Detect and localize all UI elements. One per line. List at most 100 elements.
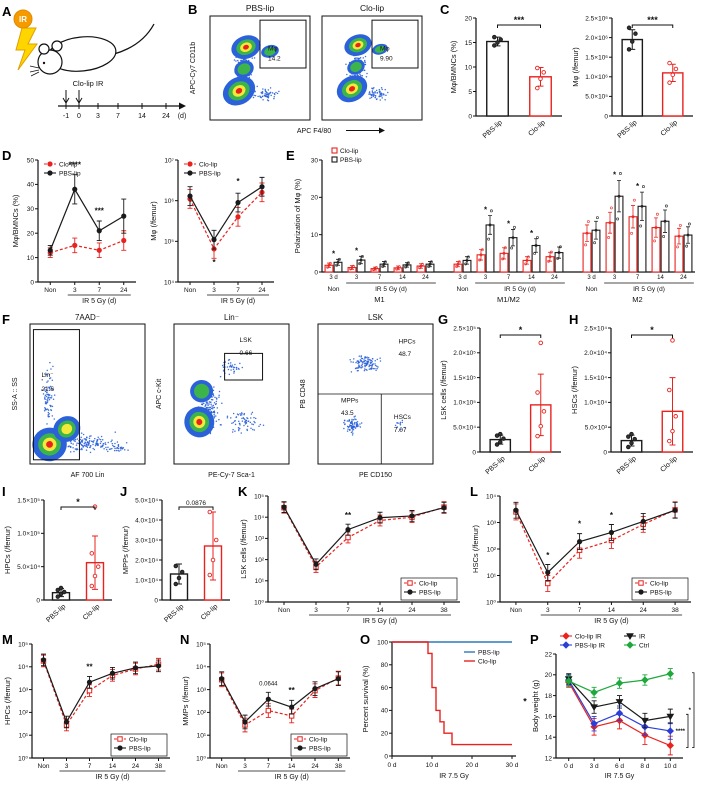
panel-p: P 12 14 16 18 20 22 Body weight (g) 0 d 3 d 6 d 8 … (530, 630, 701, 786)
svg-text:5.0×10³: 5.0×10³ (585, 425, 608, 432)
svg-text:HSCs (/femur): HSCs (/femur) (471, 525, 480, 573)
panel-m: M 10⁰ 10¹ 10² 10³ 10⁴ 10⁵ HPCs (/femur) Non 3 7 14… (2, 630, 180, 786)
svg-text:30: 30 (27, 206, 35, 213)
svg-text:3.0×10⁴: 3.0×10⁴ (135, 537, 158, 544)
svg-text:3: 3 (73, 287, 77, 294)
svg-text:10³: 10³ (487, 520, 497, 527)
svg-text:14: 14 (608, 607, 616, 614)
svg-text:Non: Non (216, 763, 228, 770)
svg-text:HSCs (/femur): HSCs (/femur) (570, 366, 579, 414)
svg-text:***: *** (647, 15, 658, 25)
svg-text:24: 24 (258, 287, 266, 294)
svg-text:7: 7 (636, 275, 640, 281)
svg-text:10³: 10³ (19, 687, 29, 694)
panel-e: E 0 10 20 30 Polarization of Mφ (%) * 3 d * 3 7 14… (286, 146, 701, 310)
panel-o: O 0 20 40 60 80 100 0 d 10 d 20 d 30 d Percent sur… (360, 630, 530, 786)
svg-text:1.0×10⁴: 1.0×10⁴ (584, 400, 607, 407)
svg-text:1.0×10⁴: 1.0×10⁴ (135, 577, 158, 584)
svg-text:14: 14 (657, 275, 664, 281)
line-chart-macrophage-percent-timecourse: 0 10 20 30 40 50 Mφ/BMNCs (%) Non 3 7 24 IR 5 Gy (d… (11, 157, 136, 305)
svg-text:PE-Cy-7 Sca-1: PE-Cy-7 Sca-1 (208, 472, 255, 479)
panel-g-label: G (438, 312, 449, 327)
svg-text:3 d: 3 d (329, 275, 337, 281)
svg-text:10²: 10² (197, 710, 207, 717)
line-chart-mmps: 10⁰ 10¹ 10² 10³ 10⁴ 10⁵ MMPs (/femur) Non 3 7 14 24… (181, 641, 350, 781)
svg-text:10²: 10² (19, 710, 29, 717)
svg-text:20: 20 (545, 672, 553, 679)
svg-text:10⁵: 10⁵ (254, 493, 264, 500)
panel-o-label: O (360, 632, 371, 647)
svg-text:Non: Non (457, 286, 469, 293)
svg-text:*: * (76, 497, 80, 507)
svg-text:PBS-lip IR: PBS-lip IR (575, 643, 605, 650)
svg-text:Body weight (g): Body weight (g) (531, 679, 540, 732)
svg-text:3: 3 (546, 607, 550, 614)
panel-f-label: F (2, 312, 10, 327)
svg-text:Lin⁻: Lin⁻ (224, 313, 239, 322)
line-chart-hscs: 10⁰ 10¹ 10² 10³ 10⁴ HSCs (/femur) Non 3 7 14 24 38 I… (471, 493, 691, 625)
svg-text:10³: 10³ (255, 536, 265, 543)
svg-text:10⁰: 10⁰ (18, 755, 28, 762)
svg-text:IR 5 Gy (d): IR 5 Gy (d) (221, 298, 255, 305)
svg-text:10⁴: 10⁴ (254, 515, 264, 522)
svg-text:*: * (610, 511, 614, 520)
svg-text:0.66: 0.66 (240, 350, 253, 357)
svg-text:PBS-lip: PBS-lip (616, 455, 638, 476)
svg-text:0 d: 0 d (387, 762, 396, 769)
panel-i-label: I (2, 484, 6, 499)
bar-chart-mpps: 0 1.0×10⁴ 2.0×10⁴ 3.0×10⁴ 4.0×10⁴ 5.0×10⁴ MPPs… (121, 497, 230, 624)
svg-text:Non: Non (38, 763, 50, 770)
svg-text:7: 7 (578, 607, 582, 614)
svg-text:30 d: 30 d (506, 762, 519, 769)
svg-text:**: ** (289, 686, 296, 695)
svg-text:2.0×10⁵: 2.0×10⁵ (453, 350, 476, 357)
svg-text:10⁴: 10⁴ (486, 493, 496, 500)
svg-text:3: 3 (613, 275, 617, 281)
svg-text:Non: Non (44, 287, 56, 294)
svg-text:18: 18 (545, 693, 553, 700)
svg-text:10²: 10² (487, 546, 497, 553)
svg-text:10⁰: 10⁰ (486, 599, 496, 606)
experiment-schematic: IR Clo-lip IR -1 0 3 7 14 24 (d) (13, 9, 186, 120)
panel-a: A IR Clo-lip IR -1 0 3 7 14 24 (d) (2, 2, 188, 144)
svg-text:1.0×10⁵: 1.0×10⁵ (453, 400, 476, 407)
svg-text:Clo-lip: Clo-lip (650, 581, 669, 588)
svg-text:Clo-lip IR: Clo-lip IR (73, 79, 104, 88)
panel-i: I 0 5.0×10⁴ 1.0×10⁵ 1.5×10⁵ HPCs (/femur) PBS… (2, 482, 120, 630)
svg-text:15: 15 (465, 40, 473, 47)
svg-text:20: 20 (27, 231, 35, 238)
svg-text:*: * (484, 206, 488, 215)
svg-text:14: 14 (528, 275, 535, 281)
svg-text:10³: 10³ (197, 687, 207, 694)
svg-text:20 d: 20 d (466, 762, 479, 769)
panel-n: N 10⁰ 10¹ 10² 10³ 10⁴ 10⁵ MMPs (/femur) Non 3 7 14… (180, 630, 360, 786)
svg-text:40: 40 (27, 182, 35, 189)
svg-text:10⁰: 10⁰ (196, 755, 206, 762)
panel-m-label: M (2, 632, 13, 647)
svg-text:*: * (613, 171, 617, 180)
svg-text:IR 7.5 Gy: IR 7.5 Gy (605, 773, 635, 780)
svg-text:*: * (578, 520, 582, 529)
svg-text:1.5×10⁶: 1.5×10⁶ (585, 55, 608, 62)
svg-text:3: 3 (212, 287, 216, 294)
svg-text:7: 7 (88, 763, 92, 770)
bar-chart-macrophage-percent: 0 5 10 15 20 Mφ/BMNCs (%) PBS-lip Clo-lip *** (449, 15, 562, 140)
svg-text:80: 80 (381, 662, 389, 669)
svg-text:Clo-lip: Clo-lip (660, 119, 680, 138)
svg-text:10⁰: 10⁰ (254, 599, 264, 606)
svg-text:IR: IR (19, 15, 27, 24)
svg-text:Clo-lip: Clo-lip (659, 455, 679, 474)
svg-text:*: * (355, 246, 359, 255)
svg-text:7.07: 7.07 (394, 427, 407, 434)
svg-text:*: * (650, 325, 654, 335)
svg-text:IR 5 Gy (d): IR 5 Gy (d) (275, 774, 309, 781)
svg-text:0: 0 (472, 449, 476, 456)
svg-text:LSK: LSK (368, 313, 384, 322)
svg-text:PBS-lip: PBS-lip (129, 746, 151, 753)
svg-text:Mφ/BMNCs (%): Mφ/BMNCs (%) (11, 194, 20, 247)
svg-text:PBS-lip: PBS-lip (485, 455, 507, 476)
svg-text:10⁴: 10⁴ (18, 664, 28, 671)
survival-curve: 0 20 40 60 80 100 0 d 10 d 20 d 30 d Percent survi… (361, 639, 527, 780)
